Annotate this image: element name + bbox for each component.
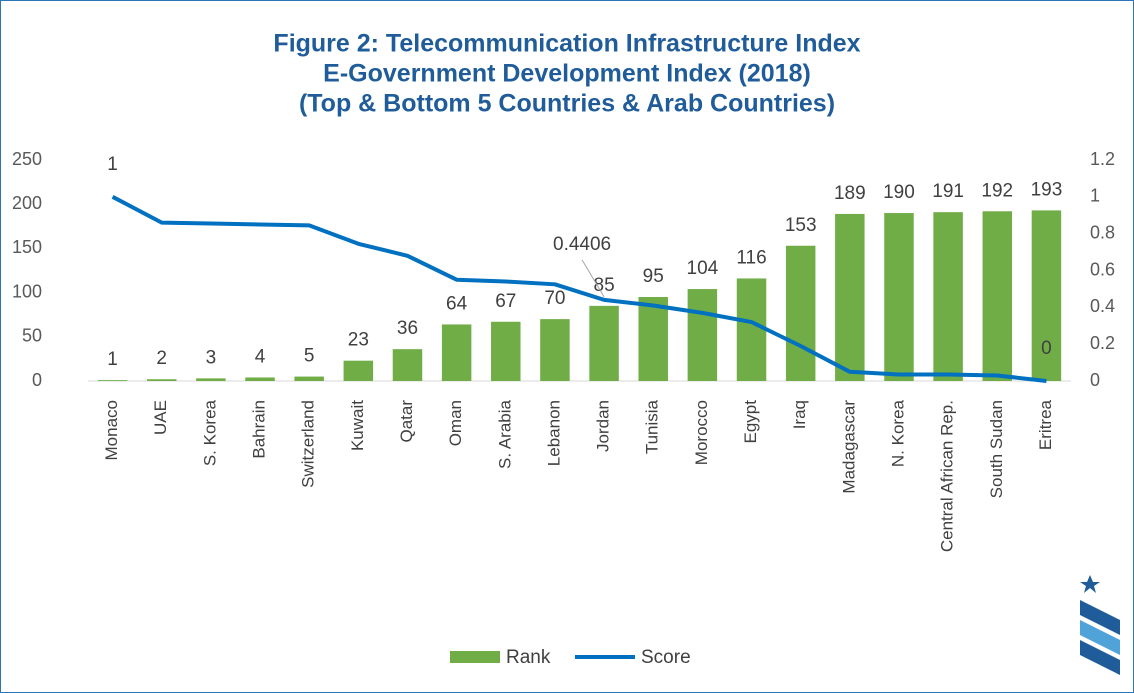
bar — [245, 377, 275, 381]
logo — [1080, 575, 1120, 675]
x-tick-label: Egypt — [741, 400, 760, 444]
x-tick-label: S. Arabia — [495, 399, 514, 469]
x-tick-label: N. Korea — [888, 399, 907, 467]
x-tick-label: Switzerland — [299, 400, 318, 488]
bar — [392, 349, 423, 381]
y2-tick-label: 0.4 — [1090, 296, 1115, 316]
y2-tick-label: 1.2 — [1090, 149, 1115, 169]
data-label: 189 — [834, 183, 866, 204]
bar — [343, 360, 374, 381]
bar — [1031, 210, 1062, 381]
y2-tick-label: 0 — [1090, 370, 1100, 390]
legend-label: Rank — [506, 647, 551, 668]
bar — [196, 378, 226, 381]
bar — [491, 321, 521, 381]
data-label: 190 — [883, 182, 915, 203]
x-tick-label: Central African Rep. — [938, 400, 957, 552]
data-label: 4 — [255, 346, 266, 367]
chart-title: E-Government Development Index (2018) — [323, 60, 811, 88]
bar — [884, 213, 914, 381]
data-label: 36 — [397, 318, 418, 339]
y-tick-label: 100 — [12, 281, 42, 301]
data-label: 3 — [206, 347, 217, 368]
bar — [540, 319, 570, 381]
y-tick-label: 200 — [12, 193, 42, 213]
data-label: 0 — [1041, 338, 1052, 359]
bar — [933, 212, 963, 381]
x-tick-label: S. Korea — [200, 399, 219, 466]
x-tick-label: Jordan — [594, 400, 613, 452]
x-tick-label: UAE — [151, 400, 170, 435]
data-label: 1 — [107, 154, 118, 175]
x-tick-label: Monaco — [102, 400, 121, 460]
data-label: 192 — [981, 180, 1013, 201]
y2-tick-label: 0.8 — [1090, 222, 1115, 242]
bar — [441, 324, 472, 381]
x-tick-label: Kuwait — [348, 400, 367, 451]
bar — [97, 380, 128, 381]
line — [111, 195, 1047, 383]
bar — [982, 211, 1013, 381]
data-label: 104 — [687, 258, 719, 279]
bar — [835, 213, 865, 381]
x-tick-label: Iraq — [790, 400, 809, 429]
x-tick-label: Bahrain — [250, 400, 269, 459]
y-tick-label: 250 — [12, 149, 42, 169]
bar — [146, 379, 177, 381]
x-tick-label: Lebanon — [544, 400, 563, 466]
x-tick-label: Madagascar — [839, 400, 858, 494]
data-label: 193 — [1031, 179, 1063, 200]
x-tick-label: Qatar — [397, 400, 416, 443]
y2-tick-label: 0.2 — [1090, 333, 1115, 353]
y-tick-label: 0 — [32, 370, 42, 390]
x-tick-label: Eritrea — [1036, 399, 1055, 450]
y2-tick-label: 0.6 — [1090, 259, 1115, 279]
data-label: 2 — [156, 348, 167, 369]
x-tick-label: Oman — [446, 400, 465, 446]
x-tick-label: South Sudan — [987, 400, 1006, 498]
legend-swatch — [450, 651, 500, 663]
chart-title: (Top & Bottom 5 Countries & Arab Countri… — [299, 90, 835, 118]
bar — [294, 376, 324, 381]
data-label: 23 — [348, 330, 369, 351]
chart-title: Figure 2: Telecommunication Infrastructu… — [273, 30, 860, 58]
data-label: 85 — [594, 275, 615, 296]
data-label: 70 — [544, 288, 565, 309]
y2-tick-label: 1 — [1090, 186, 1100, 206]
data-label: 1 — [107, 349, 118, 370]
x-tick-label: Tunisia — [643, 399, 662, 454]
bar — [736, 278, 767, 381]
data-label: 64 — [446, 293, 468, 314]
data-label: 0.4406 — [553, 234, 611, 255]
data-label: 116 — [736, 247, 766, 268]
data-label: 153 — [785, 215, 817, 236]
legend-label: Score — [641, 647, 691, 668]
data-label: 191 — [932, 181, 964, 202]
data-label: 95 — [643, 266, 664, 287]
data-label: 67 — [495, 291, 516, 312]
leader-line — [581, 259, 605, 298]
bar — [638, 297, 668, 381]
x-tick-label: Morocco — [692, 400, 711, 465]
data-label: 5 — [304, 346, 315, 367]
bar — [785, 245, 816, 381]
bar — [589, 305, 619, 381]
y-tick-label: 50 — [22, 326, 42, 346]
bar — [687, 289, 718, 381]
y-tick-label: 150 — [12, 237, 42, 257]
